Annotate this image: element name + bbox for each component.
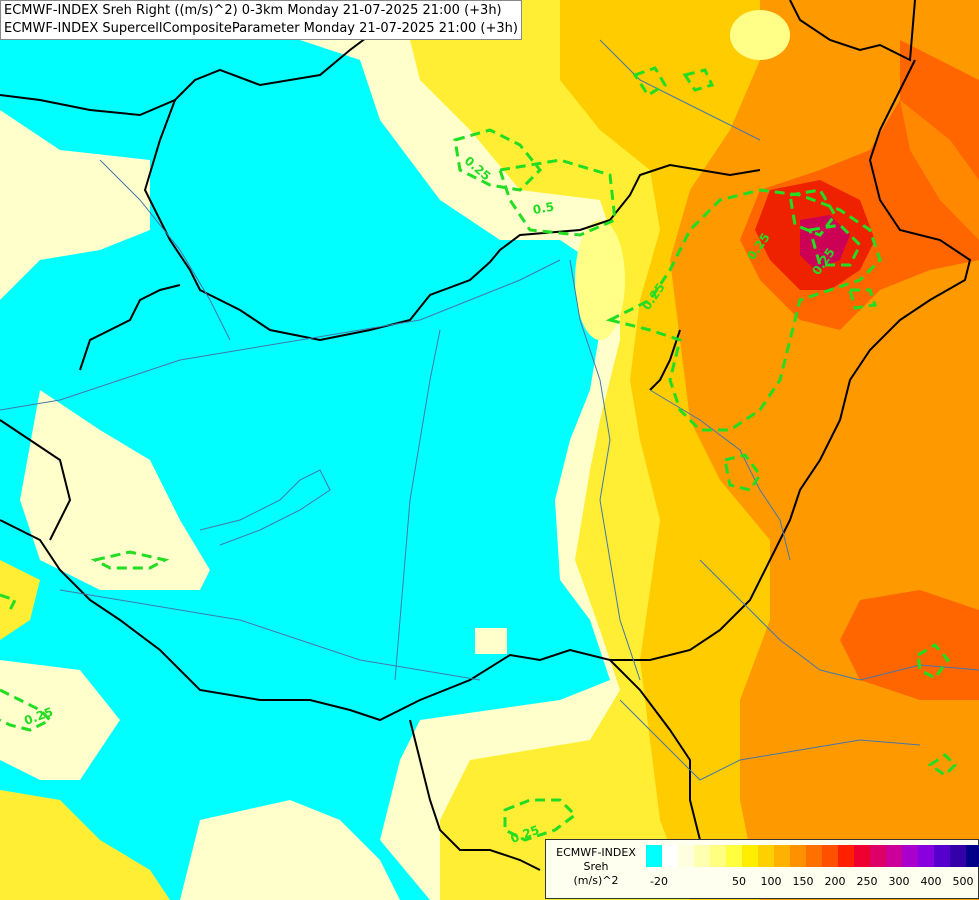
scp-contour-line [927, 753, 958, 777]
legend-swatch [854, 845, 870, 867]
border-line [649, 329, 681, 391]
border-line [0, 419, 72, 541]
legend-tick-label: 300 [888, 875, 910, 888]
legend-swatch [694, 845, 710, 867]
sreh-field-pale-patch [475, 628, 507, 654]
border-line [789, 0, 916, 62]
legend-title-line: ECMWF-INDEX [556, 846, 636, 859]
legend-tick-label: 500 [952, 875, 974, 888]
map-header: ECMWF-INDEX Sreh Right ((m/s)^2) 0-3km M… [0, 0, 522, 40]
scp-contour-line [916, 643, 950, 680]
scp-contour-line [90, 550, 170, 570]
border-line [0, 59, 972, 722]
legend-swatch [646, 845, 662, 867]
sreh-field-yellow-southwest [0, 560, 170, 900]
border-line [79, 284, 181, 371]
legend-swatch [758, 845, 774, 867]
scp-contour-line [453, 128, 543, 192]
legend-swatch [822, 845, 838, 867]
river-line [199, 469, 331, 546]
river-line [0, 259, 561, 411]
legend-ticks: -2050100150200250300400500700 [646, 875, 976, 889]
legend-title: ECMWF-INDEX Sreh (m/s)^2 [550, 846, 642, 888]
header-line-scp: ECMWF-INDEX SupercellCompositeParameter … [4, 21, 518, 36]
color-legend: ECMWF-INDEX Sreh (m/s)^2 -20 50 100 150 200 2… [545, 839, 979, 899]
legend-swatch [966, 845, 979, 867]
legend-swatch [886, 845, 902, 867]
legend-title-line: Sreh [583, 860, 609, 873]
legend-swatch [774, 845, 790, 867]
legend-swatch [790, 845, 806, 867]
legend-swatch [934, 845, 950, 867]
legend-swatch [806, 845, 822, 867]
legend-swatch [870, 845, 886, 867]
scp-contour-line [605, 188, 882, 432]
legend-swatch [918, 845, 934, 867]
river-line [394, 329, 441, 681]
legend-tick-label: 50 [732, 875, 746, 888]
scp-contour-line [632, 66, 668, 98]
border-line [409, 719, 541, 871]
legend-tick-label: -20 [650, 875, 668, 888]
scp-contour-line [848, 288, 877, 310]
scp-contour-line [682, 68, 715, 92]
legend-color-bar [646, 845, 979, 867]
border-line [143, 99, 761, 342]
legend-swatch [726, 845, 742, 867]
river-line [59, 589, 481, 681]
sreh-field-orange-east [900, 100, 979, 240]
sreh-field-pale-patch [575, 220, 625, 340]
header-line-sreh: ECMWF-INDEX Sreh Right ((m/s)^2) 0-3km M… [4, 3, 502, 18]
scp-contour-line [808, 223, 862, 267]
legend-swatch [678, 845, 694, 867]
sreh-field-pale-south [0, 660, 400, 900]
contour-label: 0.5 [532, 200, 555, 217]
scp-contour-line [788, 188, 837, 237]
legend-tick-label: 100 [760, 875, 782, 888]
river-line [599, 39, 761, 141]
legend-tick-label: 250 [856, 875, 878, 888]
sreh-field-pale-patch [730, 10, 790, 60]
scp-contour-line [723, 453, 762, 492]
legend-tick-label: 400 [920, 875, 942, 888]
legend-title-line: (m/s)^2 [573, 874, 619, 887]
legend-tick-label: 200 [824, 875, 846, 888]
sreh-field-pale-southwest [20, 390, 210, 590]
sreh-field-dark-orange-se [840, 590, 979, 700]
legend-swatch [950, 845, 966, 867]
scp-contours [0, 66, 958, 842]
scp-contour-line [503, 798, 578, 842]
legend-swatch [662, 845, 678, 867]
river-line [569, 259, 641, 681]
legend-swatch [838, 845, 854, 867]
scp-contour-line [0, 688, 53, 732]
legend-swatch [710, 845, 726, 867]
legend-swatch [902, 845, 918, 867]
river-line [619, 699, 921, 781]
river-line [649, 389, 791, 561]
scp-contour-line [0, 593, 18, 611]
river-line [99, 159, 231, 341]
sreh-field-pale-west [0, 110, 150, 300]
scp-contour-line [498, 158, 617, 237]
legend-swatch [742, 845, 758, 867]
legend-tick-label: 150 [792, 875, 814, 888]
